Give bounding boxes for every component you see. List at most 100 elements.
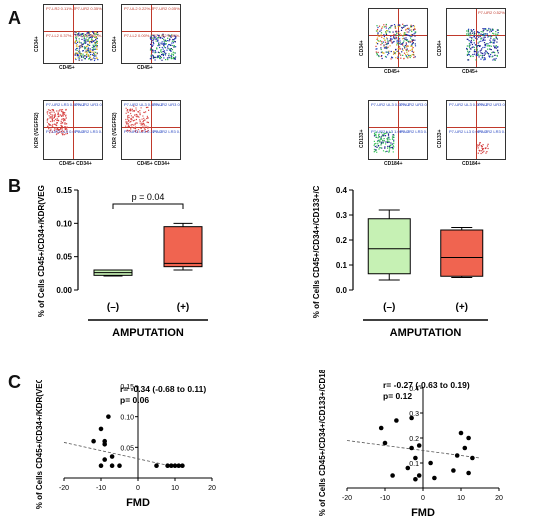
flow-event-dot	[473, 29, 475, 31]
quadrant-label: P7-UR2 UR3 0.00%-T	[478, 102, 505, 107]
flow-event-dot	[91, 41, 93, 43]
flow-event-dot	[406, 34, 408, 36]
flow-event-dot	[409, 41, 411, 43]
flow-event-dot	[387, 42, 389, 45]
flow-event-dot	[95, 42, 97, 44]
scatter-plot-kdr: -20 -10 0 10 20 0.05 0.10 0.15 % of Cells CD45+/…	[35, 380, 216, 509]
box	[367, 218, 411, 275]
flow-event-dot	[129, 108, 132, 110]
flow-event-dot	[159, 56, 161, 58]
flow-event-dot	[51, 124, 53, 127]
flow-event-dot	[141, 122, 143, 124]
flow-event-dot	[401, 43, 403, 45]
flow-event-dot	[483, 29, 485, 31]
data-point	[416, 443, 422, 448]
flow-event-dot	[407, 45, 409, 47]
flow-event-dot	[400, 54, 402, 56]
flow-event-dot	[75, 42, 77, 45]
flow-event-dot	[393, 33, 395, 35]
flow-event-dot	[375, 149, 377, 151]
flow-event-dot	[137, 111, 139, 113]
flow-event-dot	[155, 51, 157, 53]
flow-event-dot	[483, 28, 485, 30]
quadrant-label: P7-UR2 LR3 0.92%-T	[46, 102, 85, 107]
flow-event-dot	[85, 41, 87, 43]
flow-event-dot	[376, 146, 378, 148]
flow-event-dot	[91, 34, 93, 36]
flow-event-dot	[64, 127, 66, 129]
flow-event-dot	[495, 45, 497, 47]
flow-event-dot	[476, 45, 478, 47]
flow-event-dot	[82, 35, 85, 37]
flow-event-dot	[60, 124, 62, 127]
flow-event-dot	[484, 52, 486, 54]
flow-event-dot	[377, 143, 379, 145]
flow-event-dot	[157, 45, 159, 47]
flow-event-dot	[154, 59, 156, 61]
flow-event-dot	[161, 59, 163, 61]
flow-event-dot	[133, 124, 135, 126]
flow-event-dot	[76, 49, 78, 51]
flow-event-dot	[375, 136, 377, 138]
flow-event-dot	[483, 42, 486, 44]
flow-event-dot	[410, 45, 412, 47]
flow-event-dot	[389, 38, 392, 40]
flow-event-dot	[84, 48, 86, 50]
flow-event-dot	[468, 59, 470, 61]
flow-event-dot	[90, 59, 92, 61]
flow-event-dot	[492, 59, 494, 61]
flow-event-dot	[385, 143, 387, 145]
flow-event-dot	[379, 30, 381, 32]
data-point	[462, 445, 468, 451]
flow-event-dot	[477, 42, 479, 44]
flow-event-dot	[94, 58, 96, 60]
flow-event-dot	[145, 106, 148, 109]
x-tick-label: 0	[136, 485, 140, 492]
flow-event-dot	[473, 39, 475, 41]
flow-event-dot	[164, 43, 166, 45]
flow-event-dot	[170, 50, 172, 52]
flow-event-dot	[167, 37, 169, 39]
flow-event-dot	[407, 27, 409, 30]
flow-event-dot	[390, 40, 392, 42]
flow-event-dot	[86, 56, 88, 58]
flow-event-dot	[162, 48, 164, 50]
flow-event-dot	[53, 120, 55, 122]
flow-event-dot	[484, 39, 486, 41]
flow-event-dot	[481, 145, 483, 148]
flow-event-dot	[144, 128, 146, 130]
flow-event-dot	[392, 53, 395, 55]
flow-event-dot	[84, 39, 86, 41]
flow-event-dot	[64, 118, 66, 120]
flow-event-dot	[158, 43, 160, 45]
flow-event-dot	[481, 34, 483, 36]
flow-event-dot	[413, 25, 416, 27]
data-point	[413, 455, 418, 461]
flow-event-dot	[405, 39, 408, 41]
flow-event-dot	[477, 31, 479, 33]
flow-event-dot	[494, 40, 496, 42]
flow-event-dot	[390, 142, 392, 144]
data-point	[454, 453, 460, 458]
flow-event-dot	[59, 114, 61, 116]
flow-event-dot	[471, 32, 474, 34]
flow-event-dot	[92, 31, 94, 33]
flow-event-dot	[173, 57, 176, 59]
flow-event-dot	[378, 134, 380, 136]
flow-event-dot	[95, 41, 98, 43]
flow-event-dot	[386, 140, 388, 142]
flow-event-dot	[411, 43, 413, 45]
flow-event-dot	[477, 53, 479, 55]
flow-event-dot	[373, 140, 375, 142]
flow-event-dot	[495, 31, 497, 33]
flow-event-dot	[403, 25, 405, 27]
flow-event-dot	[47, 126, 49, 128]
flow-event-dot	[414, 45, 417, 47]
flow-event-dot	[92, 36, 94, 38]
flow-event-dot	[473, 34, 475, 36]
flow-event-dot	[401, 48, 403, 50]
flow-event-dot	[140, 124, 142, 126]
flow-event-dot	[405, 49, 407, 51]
flow-event-dot	[494, 54, 496, 56]
flow-event-dot	[74, 53, 76, 55]
